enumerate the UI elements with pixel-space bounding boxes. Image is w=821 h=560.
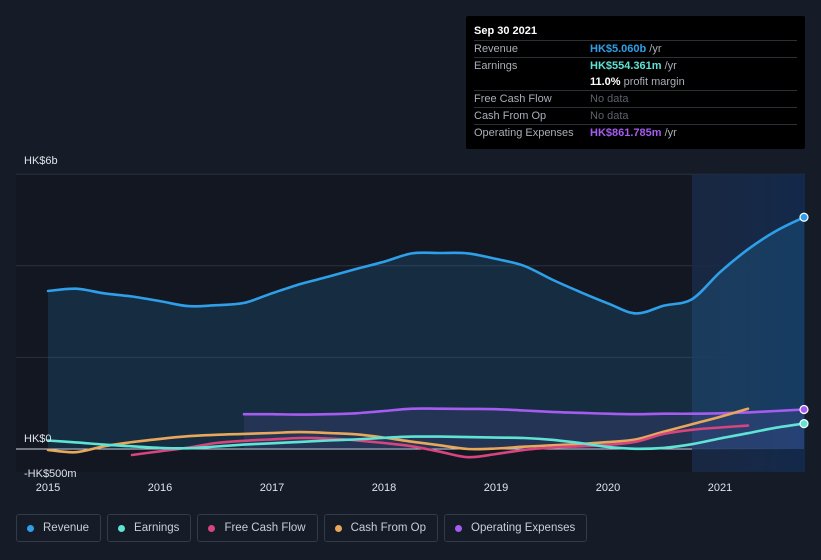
legend-dot-icon (118, 524, 126, 532)
tooltip-unit: /yr (664, 127, 677, 139)
tooltip-date: Sep 30 2021 (474, 25, 537, 37)
tooltip-value-revenue: HK$5.060b (590, 43, 647, 55)
legend-label: Free Cash Flow (224, 522, 306, 534)
x-tick-label: 2017 (260, 482, 284, 494)
legend-label: Cash From Op (350, 522, 427, 534)
line-cash-from-op (46, 407, 750, 454)
data-tooltip: Sep 30 2021 Revenue HK$5.060b /yr Earnin… (466, 16, 805, 149)
legend-item-revenue[interactable]: Revenue (16, 514, 102, 542)
x-tick-label: 2018 (372, 482, 396, 494)
area-revenue (48, 217, 804, 449)
tooltip-label: Operating Expenses (474, 127, 574, 139)
legend-item-earnings[interactable]: Earnings (107, 514, 192, 542)
series-end-markers (799, 212, 809, 429)
chart-legend: Revenue Earnings Free Cash Flow Cash Fro… (16, 514, 593, 542)
x-tick-label: 2015 (36, 482, 60, 494)
end-marker-operating-expenses (799, 404, 809, 415)
legend-item-operating-expenses[interactable]: Operating Expenses (444, 514, 588, 542)
axis-labels: HK$6b HK$0 -HK$500m 2015 2016 2017 2018 2019 202… (24, 155, 732, 494)
legend-item-cash-from-op[interactable]: Cash From Op (323, 514, 439, 542)
tooltip-unit: profit margin (623, 76, 685, 88)
grid-lines (16, 173, 805, 472)
end-marker-earnings (799, 419, 809, 429)
tooltip-unit: /yr (649, 43, 662, 55)
y-tick-label: HK$6b (24, 155, 58, 167)
tooltip-value-cfo: No data (590, 110, 629, 122)
tooltip-row-opex: Operating Expenses HK$861.785m /yr (474, 124, 797, 141)
legend-label: Revenue (43, 522, 90, 534)
legend-dot-icon (27, 524, 34, 532)
tooltip-value-margin: 11.0% (590, 76, 621, 88)
legend-label: Operating Expenses (471, 522, 576, 534)
x-tick-label: 2021 (708, 482, 732, 494)
chart-canvas: HK$6b HK$0 -HK$500m 2015 2016 2017 2018 2019 202… (16, 155, 809, 494)
tooltip-label-spacer (474, 74, 590, 90)
tooltip-row-cfo: Cash From Op No data (474, 107, 797, 124)
legend-dot-icon (334, 524, 342, 532)
line-operating-expenses (242, 407, 806, 416)
x-tick-label: 2019 (484, 482, 508, 494)
y-tick-label: HK$0 (24, 433, 52, 445)
forecast-shade (692, 174, 805, 472)
tooltip-label: Free Cash Flow (474, 93, 552, 105)
x-tick-label: 2016 (148, 482, 172, 494)
y-tick-label: -HK$500m (24, 468, 77, 480)
plot-background (16, 174, 805, 472)
tooltip-row-margin: 11.0% profit margin (474, 74, 797, 90)
tooltip-value-opex: HK$861.785m (590, 127, 662, 139)
line-earnings (46, 422, 806, 451)
tooltip-unit: /yr (664, 60, 677, 72)
tooltip-label: Earnings (474, 60, 518, 72)
forecast-shade-rect (692, 174, 805, 472)
x-tick-label: 2020 (596, 482, 620, 494)
tooltip-label: Revenue (474, 43, 519, 55)
tooltip-row-fcf: Free Cash Flow No data (474, 90, 797, 107)
legend-label: Earnings (134, 522, 180, 534)
tooltip-value-earnings: HK$554.361m (590, 60, 662, 72)
legend-dot-icon (455, 524, 463, 532)
tooltip-value-fcf: No data (590, 93, 629, 105)
legend-dot-icon (208, 524, 216, 532)
tooltip-label: Cash From Op (474, 110, 547, 122)
end-marker-revenue (799, 212, 809, 222)
line-revenue (46, 216, 806, 315)
tooltip-row-earnings: Earnings HK$554.361m /yr (474, 57, 797, 74)
line-free-cash-flow (130, 424, 750, 459)
series-lines (46, 216, 806, 459)
legend-item-free-cash-flow[interactable]: Free Cash Flow (197, 514, 318, 542)
tooltip-row-revenue: Revenue HK$5.060b /yr (474, 40, 797, 57)
